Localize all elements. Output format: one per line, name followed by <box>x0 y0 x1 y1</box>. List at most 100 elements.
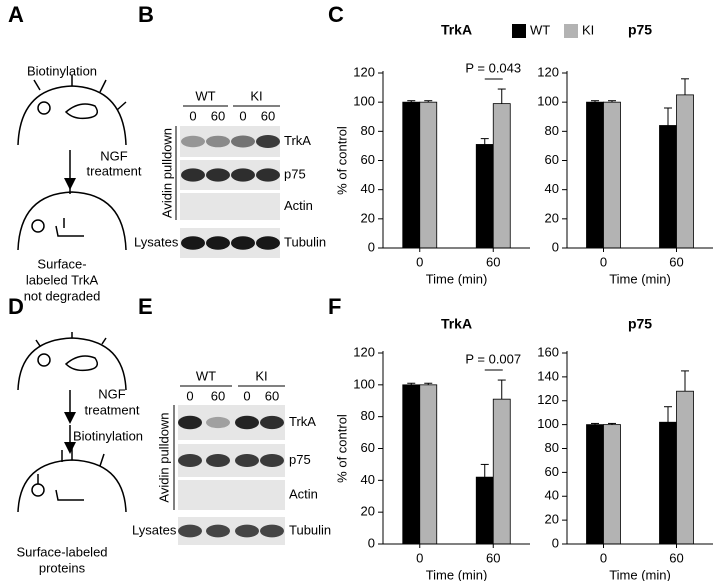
bar <box>603 424 621 545</box>
bar <box>419 384 438 545</box>
x-tick-label: 0 <box>416 254 423 269</box>
y-axis-label: % of control <box>334 414 349 483</box>
error-bar <box>480 138 489 145</box>
blot-band <box>206 416 230 429</box>
step-label: treatment <box>87 163 142 178</box>
diagram-a: Biotinylation NGF treatment Surface- lab… <box>17 63 142 303</box>
result-label: Surface- <box>37 256 86 271</box>
x-tick-label: 0 <box>600 550 607 565</box>
y-tick-label: 0 <box>368 239 375 254</box>
y-tick-label: 40 <box>545 181 559 196</box>
x-axis-label: Time (min) <box>609 567 671 581</box>
y-tick-label: 0 <box>552 239 559 254</box>
x-tick-label: 60 <box>486 254 500 269</box>
lane-label: 60 <box>211 388 225 403</box>
error-bar <box>591 100 599 103</box>
p-value: P = 0.007 <box>465 351 521 366</box>
bar <box>603 101 621 249</box>
step-label: NGF <box>98 386 126 401</box>
x-tick-label: 0 <box>600 254 607 269</box>
pulldown-label: Avidin pulldown <box>159 128 174 218</box>
diagram-d: NGF treatment Biotinylation Surface-labe… <box>16 332 143 575</box>
blot-band <box>256 135 280 148</box>
y-tick-label: 80 <box>361 408 375 423</box>
blot-band <box>181 135 205 148</box>
chart-title: p75 <box>628 316 652 332</box>
bar <box>492 103 511 249</box>
y-tick-label: 60 <box>545 152 559 167</box>
panel-label: C <box>328 2 344 27</box>
blot-band <box>235 524 259 538</box>
bar <box>402 101 421 249</box>
chart-title: TrkA <box>441 22 472 38</box>
x-axis-label: Time (min) <box>609 271 671 286</box>
x-tick-label: 60 <box>486 550 500 565</box>
y-tick-label: 0 <box>552 535 559 550</box>
bar <box>659 125 677 249</box>
y-tick-label: 100 <box>537 416 559 431</box>
y-tick-label: 100 <box>537 94 559 109</box>
blot-band <box>260 415 284 430</box>
blot-band <box>178 454 202 467</box>
y-tick-label: 80 <box>361 123 375 138</box>
bar <box>659 421 677 545</box>
result-label: proteins <box>39 560 86 575</box>
band-label: Tubulin <box>289 522 331 537</box>
blot-band <box>231 168 255 182</box>
lane-label: 60 <box>265 388 279 403</box>
error-bar <box>497 379 506 400</box>
band-label: Actin <box>284 198 313 213</box>
bar <box>419 101 438 249</box>
y-tick-label: 20 <box>361 210 375 225</box>
group-label: KI <box>255 368 267 383</box>
blot-band <box>256 236 280 250</box>
band-label: TrkA <box>289 414 316 429</box>
group-label: KI <box>250 88 262 103</box>
lane-label: 0 <box>243 388 250 403</box>
y-tick-label: 120 <box>353 64 375 79</box>
error-bar <box>664 406 672 423</box>
x-tick-label: 60 <box>669 550 683 565</box>
y-tick-label: 120 <box>537 392 559 407</box>
legend-swatch <box>564 24 578 38</box>
blot-band <box>178 524 202 538</box>
y-tick-label: 20 <box>545 512 559 527</box>
blot-band <box>260 524 284 538</box>
lane-label: 0 <box>189 108 196 123</box>
lane-label: 0 <box>186 388 193 403</box>
error-bar <box>407 100 416 103</box>
lane-label: 60 <box>211 108 225 123</box>
error-bar <box>497 88 506 104</box>
panel-label: A <box>8 2 24 27</box>
y-tick-label: 120 <box>353 344 375 359</box>
panel-label: F <box>328 294 341 319</box>
bar <box>676 94 694 249</box>
band-label: p75 <box>284 166 306 181</box>
result-label: not degraded <box>24 288 101 303</box>
y-tick-label: 0 <box>368 535 375 550</box>
blot-band <box>181 236 205 250</box>
y-tick-label: 140 <box>537 368 559 383</box>
blot-band <box>231 135 255 148</box>
band-label: TrkA <box>284 133 311 148</box>
y-tick-label: 60 <box>361 152 375 167</box>
bar <box>492 398 511 545</box>
y-tick-label: 100 <box>353 94 375 109</box>
bar <box>586 101 604 249</box>
y-tick-label: 160 <box>537 344 559 359</box>
blot-strip <box>180 193 280 220</box>
y-tick-label: 20 <box>361 504 375 519</box>
blot-band <box>206 236 230 250</box>
y-tick-label: 60 <box>545 464 559 479</box>
x-tick-label: 0 <box>416 550 423 565</box>
group-label: WT <box>195 88 215 103</box>
step-label: NGF <box>100 148 128 163</box>
band-label: Actin <box>289 486 318 501</box>
bar <box>676 390 694 545</box>
bar <box>475 476 494 545</box>
blot-strip <box>178 480 285 510</box>
blot-band <box>235 415 259 430</box>
pulldown-label: Avidin pulldown <box>156 412 171 502</box>
error-bar <box>480 463 489 478</box>
